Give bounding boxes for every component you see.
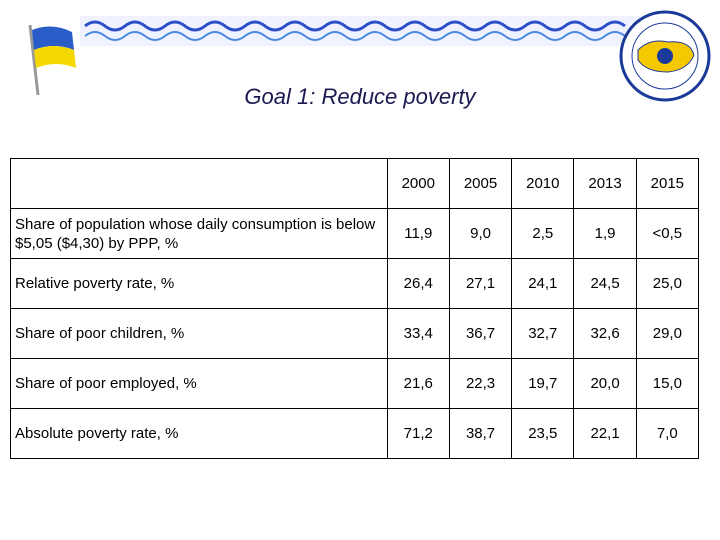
wave bbox=[84, 20, 626, 32]
cell: 27,1 bbox=[448, 258, 513, 309]
wave bbox=[84, 31, 626, 41]
table-row: Share of poor children, % 33,4 36,7 32,7 32,… bbox=[10, 308, 700, 359]
cell: 15,0 bbox=[635, 358, 700, 409]
cell: 21,6 bbox=[386, 358, 450, 409]
cell: 1,9 bbox=[573, 208, 637, 259]
row-label: Relative poverty rate, % bbox=[10, 258, 388, 309]
column-header: 2005 bbox=[448, 158, 513, 209]
row-label: Share of population whose daily consumpt… bbox=[10, 208, 388, 259]
flag bbox=[28, 24, 76, 96]
cell: 25,0 bbox=[635, 258, 700, 309]
column-header: 2010 bbox=[511, 158, 575, 209]
cell: 33,4 bbox=[386, 308, 450, 359]
cell: 32,7 bbox=[511, 308, 575, 359]
column-header: 2013 bbox=[573, 158, 637, 209]
row-label: Share of poor children, % bbox=[10, 308, 388, 359]
cell: 38,7 bbox=[448, 408, 513, 459]
corner-cell bbox=[10, 158, 388, 209]
cell: 24,1 bbox=[511, 258, 575, 309]
header-row: 2000 2005 2010 2013 2015 bbox=[10, 158, 700, 209]
row-label: Share of poor employed, % bbox=[10, 358, 388, 409]
column-header: 2000 bbox=[386, 158, 450, 209]
cell: 23,5 bbox=[511, 408, 575, 459]
header-decoration bbox=[28, 10, 711, 102]
cell: 22,1 bbox=[573, 408, 637, 459]
cell: 26,4 bbox=[386, 258, 450, 309]
slide-title: Goal 1: Reduce poverty bbox=[244, 84, 476, 109]
column-header: 2015 bbox=[635, 158, 700, 209]
cell: 7,0 bbox=[635, 408, 700, 459]
cell: 2,5 bbox=[511, 208, 575, 259]
cell: 9,0 bbox=[448, 208, 513, 259]
cell: 36,7 bbox=[448, 308, 513, 359]
table-row: Share of population whose daily consumpt… bbox=[10, 208, 700, 259]
cell: <0,5 bbox=[635, 208, 700, 259]
cell: 22,3 bbox=[448, 358, 513, 409]
cell: 11,9 bbox=[386, 208, 450, 259]
row-label: Absolute poverty rate, % bbox=[10, 408, 388, 459]
data-table: 2000 2005 2010 2013 2015 Share of population … bbox=[10, 158, 700, 459]
cell: 71,2 bbox=[386, 408, 450, 459]
cell: 32,6 bbox=[573, 308, 637, 359]
table-row: Relative poverty rate, % 26,4 27,1 24,1 24,5… bbox=[10, 258, 700, 309]
cell: 29,0 bbox=[635, 308, 700, 359]
cell: 24,5 bbox=[573, 258, 637, 309]
cell: 20,0 bbox=[573, 358, 637, 409]
table-row: Share of poor employed, % 21,6 22,3 19,7 20,… bbox=[10, 358, 700, 409]
logo bbox=[619, 10, 711, 102]
cell: 19,7 bbox=[511, 358, 575, 409]
table-row: Absolute poverty rate, % 71,2 38,7 23,5 22,1… bbox=[10, 408, 700, 459]
